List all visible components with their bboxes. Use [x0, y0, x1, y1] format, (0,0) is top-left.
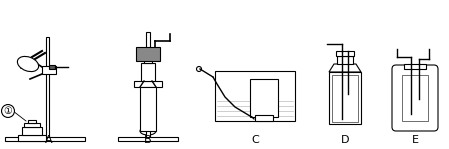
- Bar: [24, 123, 40, 127]
- Bar: [329, 72, 361, 124]
- Bar: [141, 63, 155, 81]
- Bar: [22, 127, 42, 135]
- Bar: [18, 135, 46, 141]
- Bar: [255, 115, 273, 121]
- Bar: [336, 51, 354, 56]
- Bar: [5, 137, 85, 141]
- Polygon shape: [329, 64, 361, 72]
- Bar: [140, 87, 156, 131]
- FancyBboxPatch shape: [392, 65, 438, 131]
- Ellipse shape: [146, 119, 154, 127]
- Text: C: C: [251, 135, 259, 145]
- Bar: [49, 65, 55, 69]
- Bar: [136, 47, 160, 61]
- Bar: [46, 37, 49, 137]
- Circle shape: [197, 66, 202, 72]
- Ellipse shape: [18, 56, 39, 72]
- Text: B: B: [144, 135, 152, 145]
- Text: D: D: [341, 135, 349, 145]
- Bar: [134, 81, 162, 87]
- Bar: [28, 120, 36, 123]
- Text: E: E: [411, 135, 418, 145]
- Circle shape: [146, 82, 150, 86]
- Bar: [42, 66, 56, 74]
- Bar: [404, 64, 426, 69]
- Polygon shape: [20, 57, 36, 69]
- Bar: [215, 71, 295, 121]
- Bar: [146, 32, 150, 137]
- Bar: [250, 79, 278, 117]
- Bar: [332, 75, 358, 122]
- Text: A: A: [45, 135, 53, 145]
- Ellipse shape: [140, 127, 156, 135]
- Bar: [402, 75, 428, 121]
- Bar: [337, 56, 353, 64]
- Bar: [118, 137, 178, 141]
- Bar: [144, 57, 152, 63]
- Text: ①: ①: [4, 106, 13, 116]
